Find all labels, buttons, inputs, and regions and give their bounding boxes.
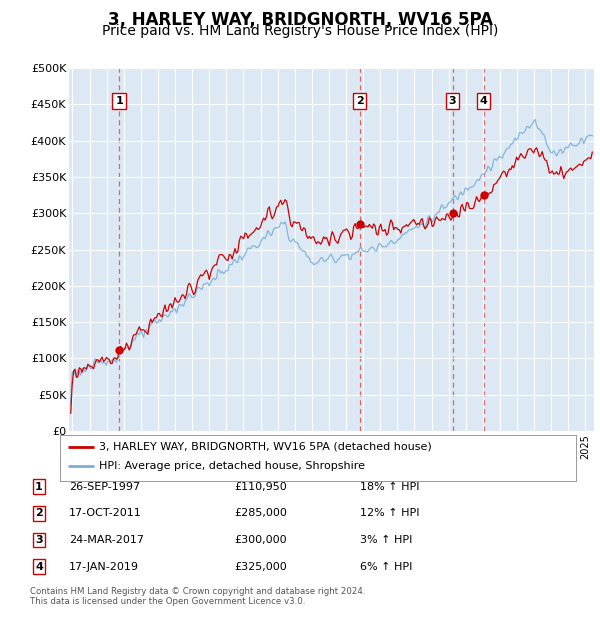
Text: Price paid vs. HM Land Registry's House Price Index (HPI): Price paid vs. HM Land Registry's House …	[102, 24, 498, 38]
Text: 6% ↑ HPI: 6% ↑ HPI	[360, 562, 412, 572]
Text: 2: 2	[35, 508, 43, 518]
Text: £325,000: £325,000	[234, 562, 287, 572]
Text: 3% ↑ HPI: 3% ↑ HPI	[360, 535, 412, 545]
Text: 3: 3	[449, 96, 457, 106]
Text: 3, HARLEY WAY, BRIDGNORTH, WV16 5PA (detached house): 3, HARLEY WAY, BRIDGNORTH, WV16 5PA (det…	[98, 441, 431, 451]
Text: 1: 1	[115, 96, 123, 106]
Text: 2: 2	[356, 96, 364, 106]
Text: 1: 1	[35, 482, 43, 492]
Text: 3, HARLEY WAY, BRIDGNORTH, WV16 5PA: 3, HARLEY WAY, BRIDGNORTH, WV16 5PA	[107, 11, 493, 29]
Text: £285,000: £285,000	[234, 508, 287, 518]
Text: 4: 4	[480, 96, 488, 106]
Text: Contains HM Land Registry data © Crown copyright and database right 2024.
This d: Contains HM Land Registry data © Crown c…	[30, 587, 365, 606]
Text: 17-JAN-2019: 17-JAN-2019	[69, 562, 139, 572]
Text: £110,950: £110,950	[234, 482, 287, 492]
Text: 3: 3	[35, 535, 43, 545]
Text: 12% ↑ HPI: 12% ↑ HPI	[360, 508, 419, 518]
Text: £300,000: £300,000	[234, 535, 287, 545]
Text: 17-OCT-2011: 17-OCT-2011	[69, 508, 142, 518]
Text: HPI: Average price, detached house, Shropshire: HPI: Average price, detached house, Shro…	[98, 461, 365, 471]
Text: 24-MAR-2017: 24-MAR-2017	[69, 535, 144, 545]
Text: 4: 4	[35, 562, 43, 572]
Text: 26-SEP-1997: 26-SEP-1997	[69, 482, 140, 492]
Text: 18% ↑ HPI: 18% ↑ HPI	[360, 482, 419, 492]
